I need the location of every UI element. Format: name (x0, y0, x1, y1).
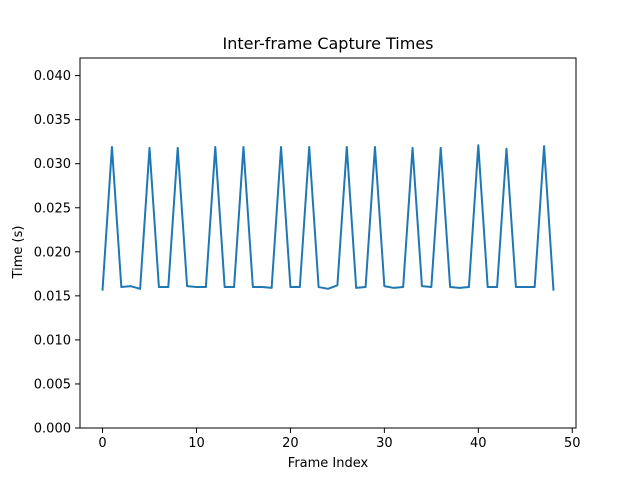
x-axis-title: Frame Index (288, 456, 369, 471)
plot-area (79, 57, 577, 429)
y-tick-label: 0.015 (34, 289, 71, 304)
y-tick-label: 0.020 (34, 245, 71, 260)
series-line-0 (101, 144, 555, 291)
x-tick-label: 10 (188, 436, 205, 451)
x-tick-label: 50 (564, 436, 581, 451)
y-axis-title: Time (s) (11, 226, 26, 280)
ticks-layer: 0 10 20 30 40 50 0.000 0.005 0.010 0.015 0.020 0.02… (34, 69, 581, 451)
x-tick-label: 0 (98, 436, 106, 451)
y-tick-label: 0.030 (34, 157, 71, 172)
x-tick-label: 40 (470, 436, 487, 451)
y-tick-label: 0.000 (34, 422, 71, 437)
y-tick-label: 0.005 (34, 377, 71, 392)
x-tick-label: 30 (376, 436, 393, 451)
axes-frame (79, 57, 577, 429)
chart-title: Inter-frame Capture Times (222, 34, 433, 53)
y-tick-label: 0.035 (34, 113, 71, 128)
y-tick-label: 0.040 (34, 69, 71, 84)
y-tick-label: 0.010 (34, 333, 71, 348)
x-tick-label: 20 (282, 436, 299, 451)
y-tick-label: 0.025 (34, 201, 71, 216)
